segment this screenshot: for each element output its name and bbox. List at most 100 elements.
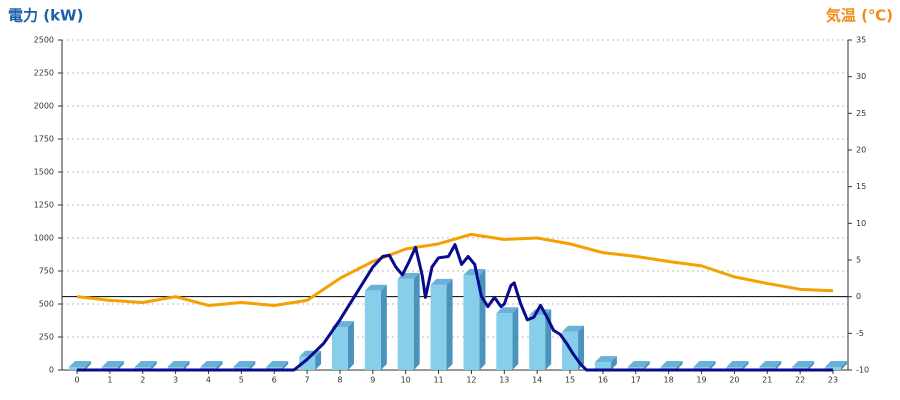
bar-top: [562, 325, 585, 332]
bar: [594, 362, 611, 370]
y2-tick-label: 35: [856, 36, 866, 45]
bar-side: [85, 361, 91, 370]
y-tick-label: 750: [39, 267, 54, 276]
bar-side: [380, 284, 387, 370]
bar-side: [315, 350, 322, 370]
y2-tick-label: 10: [856, 219, 866, 228]
x-tick-label: 6: [272, 376, 277, 385]
x-tick-label: 8: [337, 376, 342, 385]
y2-tick-label: 20: [856, 146, 866, 155]
bar-side: [413, 272, 420, 370]
y2-tick-label: 30: [856, 72, 866, 81]
bar-side: [512, 307, 519, 370]
y2-tick-label: 15: [856, 182, 866, 191]
x-tick-label: 9: [370, 376, 375, 385]
x-tick-label: 21: [762, 376, 772, 385]
bar-side: [117, 361, 124, 370]
x-tick-label: 4: [206, 376, 211, 385]
x-tick-label: 12: [466, 376, 476, 385]
bar-side: [249, 361, 256, 370]
x-tick-label: 23: [828, 376, 838, 385]
bar-top: [693, 361, 716, 367]
bar: [299, 356, 316, 370]
y-tick-label: 1000: [34, 234, 54, 243]
line: [76, 232, 834, 307]
bar-side: [676, 361, 683, 370]
y-tick-label: 1750: [34, 135, 54, 144]
x-tick-label: 1: [107, 376, 112, 385]
bar-side: [775, 361, 782, 370]
bar-side: [216, 361, 223, 370]
x-tick-label: 10: [401, 376, 411, 385]
y2-tick-label: -5: [856, 329, 864, 338]
x-tick-label: 13: [499, 376, 509, 385]
bar: [529, 315, 546, 370]
bar-side: [610, 356, 617, 370]
x-tick-label: 7: [305, 376, 310, 385]
bar-top: [496, 307, 519, 314]
y-tick-label: 1500: [34, 168, 54, 177]
bar-top: [792, 361, 815, 367]
y2-tick-label: 25: [856, 109, 866, 118]
y-tick-label: 2500: [34, 36, 54, 45]
bar-side: [347, 321, 354, 370]
bar-top: [825, 361, 847, 367]
y2-axis-title: 気温 (℃): [826, 7, 893, 25]
x-tick-label: 5: [239, 376, 244, 385]
bar-top: [167, 361, 190, 367]
y-tick-label: 500: [39, 300, 54, 309]
y-tick-label: 250: [39, 333, 54, 342]
bar-top: [627, 361, 650, 367]
bar-side: [841, 361, 847, 370]
bar-top: [101, 361, 124, 367]
bar-top: [69, 361, 91, 367]
y-axis-title: 電力 (kW): [8, 7, 83, 25]
y-tick-label: 2250: [34, 69, 54, 78]
bar-side: [282, 361, 289, 370]
bar: [430, 284, 447, 370]
x-tick-label: 17: [631, 376, 641, 385]
x-tick-label: 14: [532, 376, 542, 385]
bar: [397, 278, 414, 370]
bar: [364, 290, 381, 370]
bar: [496, 313, 513, 370]
bar: [331, 327, 348, 370]
bar-side: [446, 278, 453, 370]
bar-side: [578, 325, 585, 370]
bar-top: [463, 268, 486, 275]
bar-top: [726, 361, 749, 367]
bar-top: [266, 361, 289, 367]
x-tick-label: 22: [795, 376, 805, 385]
bar-top: [430, 278, 453, 285]
bar-top: [364, 284, 387, 291]
x-tick-label: 11: [433, 376, 443, 385]
bar-top: [660, 361, 683, 367]
x-tick-label: 0: [74, 376, 79, 385]
bar-top: [233, 361, 256, 367]
x-tick-label: 18: [664, 376, 674, 385]
x-tick-label: 2: [140, 376, 145, 385]
y-tick-label: 1250: [34, 201, 54, 210]
y-tick-label: 0: [49, 366, 54, 375]
bar-side: [808, 361, 815, 370]
y2-tick-label: 5: [856, 256, 861, 265]
y2-tick-label: 0: [856, 292, 861, 301]
bar-side: [183, 361, 190, 370]
y-tick-label: 2000: [34, 102, 54, 111]
bar-side: [742, 361, 749, 370]
y2-tick-label: -10: [856, 366, 869, 375]
bar-side: [709, 361, 716, 370]
line: [77, 243, 833, 372]
x-tick-label: 20: [729, 376, 739, 385]
x-tick-label: 15: [565, 376, 575, 385]
bar-side: [150, 361, 157, 370]
x-tick-label: 16: [598, 376, 608, 385]
x-tick-label: 3: [173, 376, 178, 385]
bar-top: [200, 361, 223, 367]
bar-top: [594, 356, 617, 363]
x-tick-label: 19: [696, 376, 706, 385]
bar-side: [643, 361, 650, 370]
bar-top: [134, 361, 157, 367]
bar: [463, 274, 480, 370]
bar-top: [759, 361, 782, 367]
